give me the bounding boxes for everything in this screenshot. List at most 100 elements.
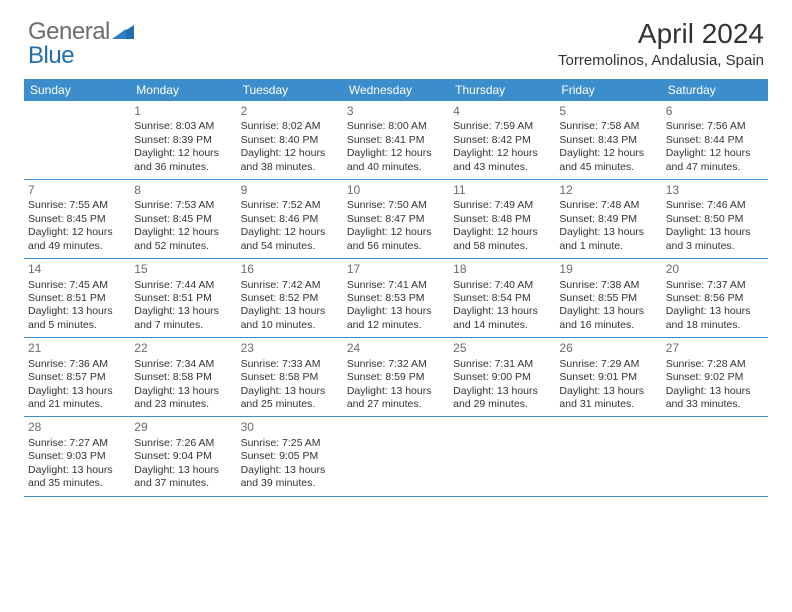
day-number: 25 — [453, 341, 551, 356]
calendar-cell: 2Sunrise: 8:02 AMSunset: 8:40 PMDaylight… — [237, 101, 343, 179]
calendar-cell: 23 Sunrise: 7:33 AMSunset: 8:58 PMDayligh… — [237, 338, 343, 416]
sunset-text: Sunset: 8:59 PM — [347, 371, 445, 384]
sunrise-text: Sunrise: 7:50 AM — [347, 199, 445, 212]
daylight-text: Daylight: 13 hours and 23 minutes. — [134, 385, 232, 412]
day-number: 24 — [347, 341, 445, 356]
day-number: 1 — [134, 104, 232, 119]
week-row: 28Sunrise: 7:27 AMSunset: 9:03 PMDayligh… — [24, 417, 768, 496]
sunrise-text: Sunrise: 7:38 AM — [559, 279, 657, 292]
daylight-text: Daylight: 12 hours and 40 minutes. — [347, 147, 445, 174]
daylight-text: Daylight: 12 hours and 47 minutes. — [666, 147, 764, 174]
day-header-wednesday: Wednesday — [343, 79, 449, 101]
calendar-cell: 27Sunrise: 7:28 AMSunset: 9:02 PMDayligh… — [662, 338, 768, 416]
sunset-text: Sunset: 9:00 PM — [453, 371, 551, 384]
sunset-text: Sunset: 8:58 PM — [134, 371, 232, 384]
day-header-row: Sunday Monday Tuesday Wednesday Thursday… — [24, 79, 768, 101]
sunrise-text: Sunrise: 7:49 AM — [453, 199, 551, 212]
calendar-cell — [449, 417, 555, 495]
weeks-container: 1Sunrise: 8:03 AMSunset: 8:39 PMDaylight… — [24, 101, 768, 497]
day-header-saturday: Saturday — [662, 79, 768, 101]
sunrise-text: Sunrise: 7:33 AM — [241, 358, 339, 371]
day-number: 5 — [559, 104, 657, 119]
day-number: 27 — [666, 341, 764, 356]
sunrise-text: Sunrise: 8:02 AM — [241, 120, 339, 133]
page-header: General April 2024 Torremolinos, Andalus… — [0, 0, 792, 73]
sunset-text: Sunset: 8:51 PM — [134, 292, 232, 305]
day-number: 13 — [666, 183, 764, 198]
sunset-text: Sunset: 8:46 PM — [241, 213, 339, 226]
logo-word-blue-wrap: Blue — [28, 42, 74, 70]
daylight-text: Daylight: 13 hours and 21 minutes. — [28, 385, 126, 412]
day-number: 29 — [134, 420, 232, 435]
sunset-text: Sunset: 8:53 PM — [347, 292, 445, 305]
calendar-cell: 1Sunrise: 8:03 AMSunset: 8:39 PMDaylight… — [130, 101, 236, 179]
calendar-cell: 29Sunrise: 7:26 AMSunset: 9:04 PMDayligh… — [130, 417, 236, 495]
calendar-cell: 15Sunrise: 7:44 AMSunset: 8:51 PMDayligh… — [130, 259, 236, 337]
sunrise-text: Sunrise: 7:25 AM — [241, 437, 339, 450]
daylight-text: Daylight: 13 hours and 33 minutes. — [666, 385, 764, 412]
calendar-cell: 7Sunrise: 7:55 AMSunset: 8:45 PMDaylight… — [24, 180, 130, 258]
daylight-text: Daylight: 13 hours and 25 minutes. — [241, 385, 339, 412]
day-number: 11 — [453, 183, 551, 198]
sunrise-text: Sunrise: 7:48 AM — [559, 199, 657, 212]
sunrise-text: Sunrise: 7:29 AM — [559, 358, 657, 371]
sunset-text: Sunset: 9:01 PM — [559, 371, 657, 384]
day-number: 10 — [347, 183, 445, 198]
daylight-text: Daylight: 13 hours and 5 minutes. — [28, 305, 126, 332]
calendar-cell: 3Sunrise: 8:00 AMSunset: 8:41 PMDaylight… — [343, 101, 449, 179]
daylight-text: Daylight: 13 hours and 7 minutes. — [134, 305, 232, 332]
daylight-text: Daylight: 12 hours and 36 minutes. — [134, 147, 232, 174]
daylight-text: Daylight: 13 hours and 14 minutes. — [453, 305, 551, 332]
day-number: 2 — [241, 104, 339, 119]
daylight-text: Daylight: 12 hours and 49 minutes. — [28, 226, 126, 253]
calendar-cell: 20Sunrise: 7:37 AMSunset: 8:56 PMDayligh… — [662, 259, 768, 337]
day-header-sunday: Sunday — [24, 79, 130, 101]
calendar-cell: 9Sunrise: 7:52 AMSunset: 8:46 PMDaylight… — [237, 180, 343, 258]
day-number: 14 — [28, 262, 126, 277]
sunset-text: Sunset: 8:58 PM — [241, 371, 339, 384]
sunset-text: Sunset: 8:47 PM — [347, 213, 445, 226]
day-number: 4 — [453, 104, 551, 119]
sunrise-text: Sunrise: 7:58 AM — [559, 120, 657, 133]
sunset-text: Sunset: 8:48 PM — [453, 213, 551, 226]
daylight-text: Daylight: 12 hours and 58 minutes. — [453, 226, 551, 253]
calendar-cell: 13Sunrise: 7:46 AMSunset: 8:50 PMDayligh… — [662, 180, 768, 258]
sunrise-text: Sunrise: 7:26 AM — [134, 437, 232, 450]
day-number: 18 — [453, 262, 551, 277]
daylight-text: Daylight: 12 hours and 52 minutes. — [134, 226, 232, 253]
sunrise-text: Sunrise: 7:45 AM — [28, 279, 126, 292]
day-header-monday: Monday — [130, 79, 236, 101]
day-number: 23 — [241, 341, 339, 356]
calendar-cell: 19Sunrise: 7:38 AMSunset: 8:55 PMDayligh… — [555, 259, 661, 337]
day-number: 15 — [134, 262, 232, 277]
daylight-text: Daylight: 13 hours and 31 minutes. — [559, 385, 657, 412]
day-number: 28 — [28, 420, 126, 435]
sunset-text: Sunset: 9:05 PM — [241, 450, 339, 463]
day-number: 30 — [241, 420, 339, 435]
calendar-cell: 17Sunrise: 7:41 AMSunset: 8:53 PMDayligh… — [343, 259, 449, 337]
day-number: 26 — [559, 341, 657, 356]
sunrise-text: Sunrise: 7:40 AM — [453, 279, 551, 292]
daylight-text: Daylight: 12 hours and 56 minutes. — [347, 226, 445, 253]
daylight-text: Daylight: 12 hours and 54 minutes. — [241, 226, 339, 253]
daylight-text: Daylight: 13 hours and 16 minutes. — [559, 305, 657, 332]
daylight-text: Daylight: 13 hours and 3 minutes. — [666, 226, 764, 253]
calendar-cell: 22Sunrise: 7:34 AMSunset: 8:58 PMDayligh… — [130, 338, 236, 416]
week-row: 7Sunrise: 7:55 AMSunset: 8:45 PMDaylight… — [24, 180, 768, 259]
daylight-text: Daylight: 12 hours and 45 minutes. — [559, 147, 657, 174]
week-row: 1Sunrise: 8:03 AMSunset: 8:39 PMDaylight… — [24, 101, 768, 180]
location-subtitle: Torremolinos, Andalusia, Spain — [558, 52, 764, 69]
sunset-text: Sunset: 9:02 PM — [666, 371, 764, 384]
sunrise-text: Sunrise: 7:41 AM — [347, 279, 445, 292]
sunset-text: Sunset: 8:45 PM — [134, 213, 232, 226]
sunset-text: Sunset: 8:50 PM — [666, 213, 764, 226]
calendar-cell — [662, 417, 768, 495]
calendar-cell: 5Sunrise: 7:58 AMSunset: 8:43 PMDaylight… — [555, 101, 661, 179]
calendar-cell: 18Sunrise: 7:40 AMSunset: 8:54 PMDayligh… — [449, 259, 555, 337]
day-number: 9 — [241, 183, 339, 198]
calendar-cell: 28Sunrise: 7:27 AMSunset: 9:03 PMDayligh… — [24, 417, 130, 495]
sunrise-text: Sunrise: 7:56 AM — [666, 120, 764, 133]
sunset-text: Sunset: 8:51 PM — [28, 292, 126, 305]
calendar-cell: 11Sunrise: 7:49 AMSunset: 8:48 PMDayligh… — [449, 180, 555, 258]
calendar-cell: 12Sunrise: 7:48 AMSunset: 8:49 PMDayligh… — [555, 180, 661, 258]
